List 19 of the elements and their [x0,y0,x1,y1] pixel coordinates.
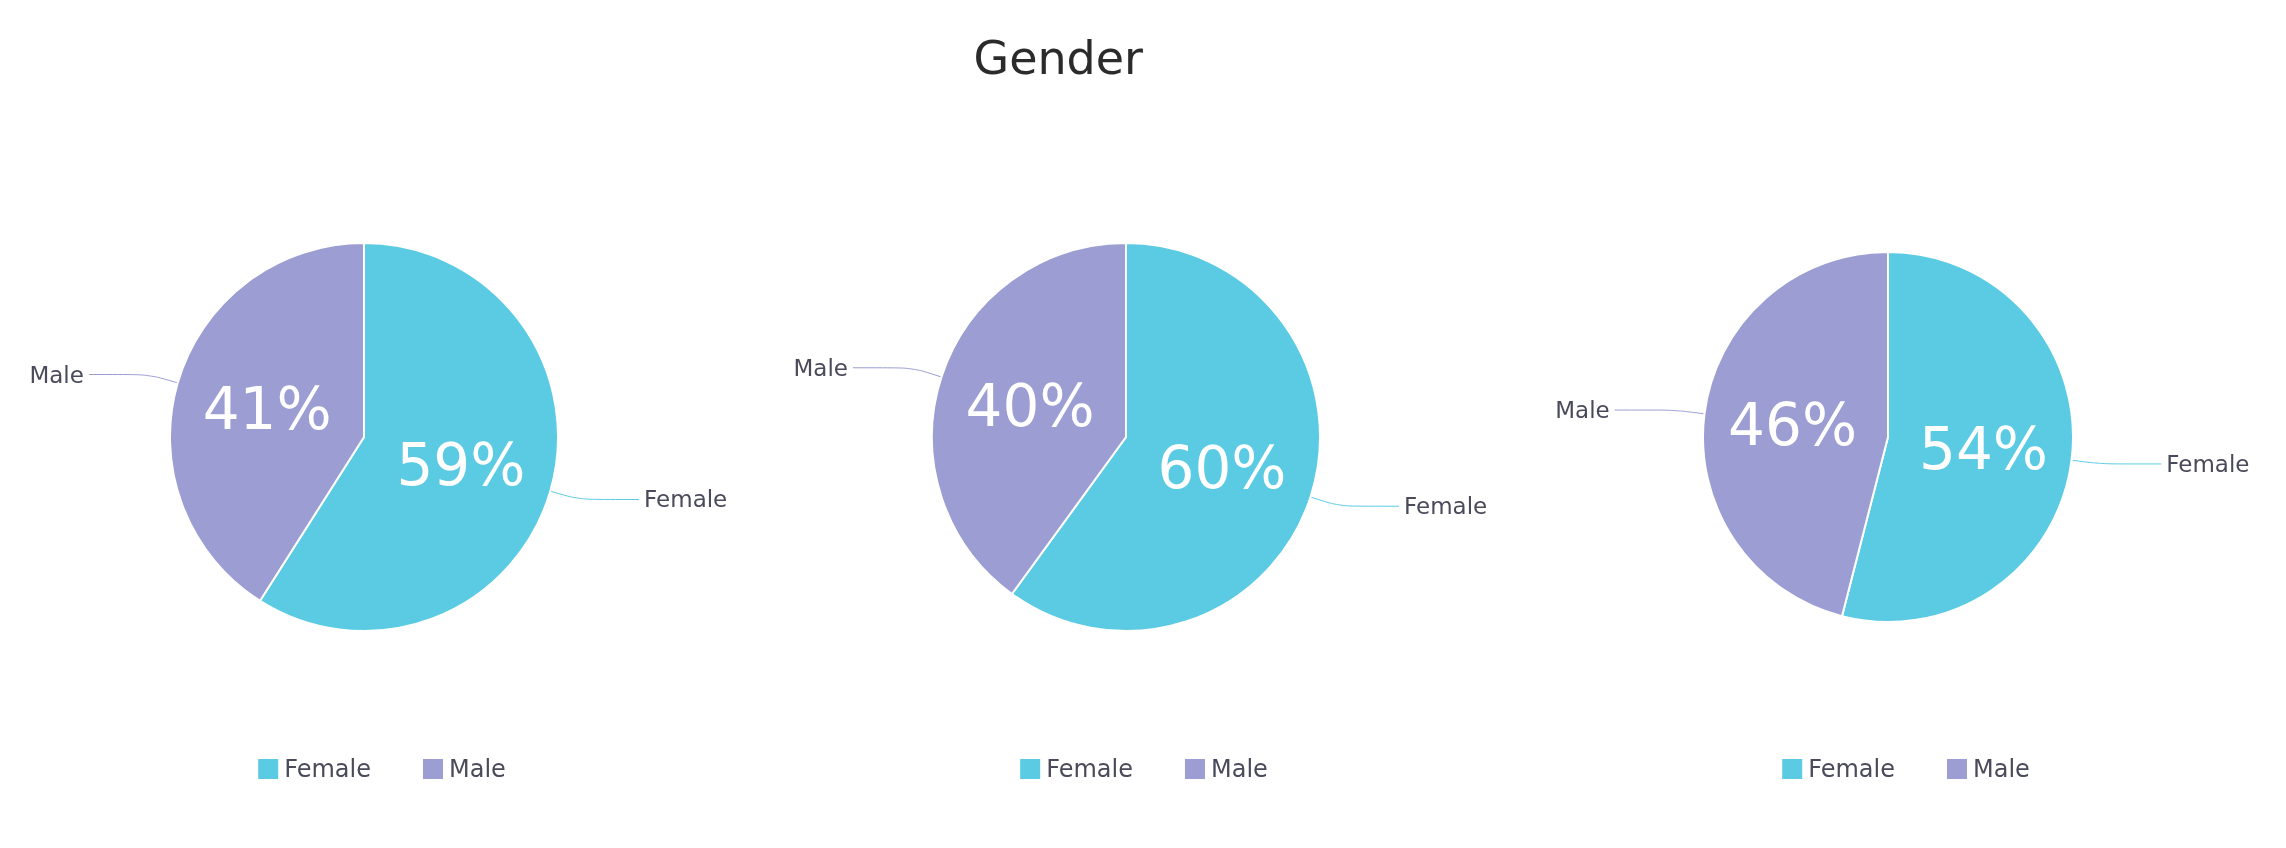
legend-label: Female [1046,755,1133,783]
slice-label: Male [1555,397,1610,424]
slice-label: Male [793,354,848,381]
chart-title: Gender [973,31,1144,85]
slice-label: Female [644,486,728,513]
slice-label: Female [1404,493,1488,520]
data-label: 41% [202,374,332,443]
legend-label: Male [448,755,506,783]
slice-label: Male [29,361,84,388]
data-label: 59% [396,431,526,500]
slice-label: Female [2166,450,2250,477]
data-label: 40% [965,371,1095,440]
data-label: 46% [1728,390,1858,459]
data-label: 60% [1157,434,1287,503]
legend-label: Male [1972,755,2030,783]
data-label: 54% [1918,415,2048,484]
legend-label: Female [284,755,371,783]
legend-label: Male [1210,755,1268,783]
legend-label: Female [1808,755,1895,783]
